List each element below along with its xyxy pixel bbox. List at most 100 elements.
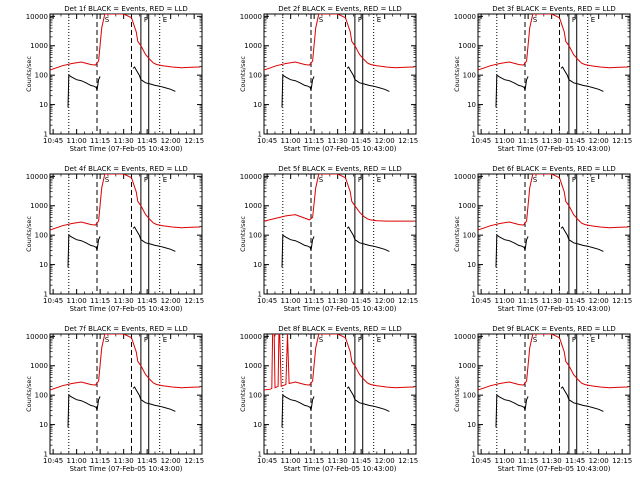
lld-series-line: [50, 334, 200, 390]
x-tick-label: 12:00: [161, 137, 181, 145]
x-tick-label: 12:00: [161, 457, 181, 465]
y-tick-label: 100: [463, 392, 476, 400]
y-tick-label: 1000: [458, 202, 476, 210]
y-tick-label: 10000: [240, 173, 262, 181]
y-tick-label: 1000: [30, 42, 48, 50]
y-axis-label: Counts/sec: [239, 56, 247, 92]
panel-1: Det 1f BLACK = Events, RED = LLD 1 10 100 10…: [25, 5, 204, 153]
lld-series-line: [478, 334, 628, 390]
events-series-line: [282, 235, 314, 267]
y-tick-label: 10000: [26, 173, 48, 181]
lld-series-line: [264, 334, 414, 390]
annotation-E: E: [163, 176, 167, 184]
lld-series-line: [478, 174, 628, 230]
series-group: [264, 14, 414, 107]
annotation-S: S: [533, 176, 538, 184]
events-series-line: [496, 75, 528, 107]
events-series-line: [282, 75, 314, 107]
annotation-S: S: [319, 16, 324, 24]
y-tick-label: 10: [39, 421, 48, 429]
series-group: [264, 334, 414, 427]
x-tick-label: 11:45: [565, 297, 585, 305]
panel-title: Det 2f BLACK = Events, RED = LLD: [278, 5, 401, 13]
y-tick-label: 100: [35, 232, 48, 240]
x-tick-label: 11:00: [495, 297, 515, 305]
x-tick-label: 11:15: [304, 137, 324, 145]
x-tick-label: 11:45: [565, 137, 585, 145]
plot-frame: [50, 14, 202, 134]
annotation-F: F: [144, 336, 148, 344]
x-tick-label: 11:30: [114, 457, 134, 465]
x-tick-label: 12:00: [161, 297, 181, 305]
y-tick-label: 10000: [240, 13, 262, 21]
x-tick-label: 12:15: [398, 297, 418, 305]
y-axis-label: Counts/sec: [25, 376, 33, 412]
events-series-line-late: [561, 227, 603, 251]
x-tick-label: 11:30: [542, 457, 562, 465]
x-tick-label: 11:00: [67, 137, 87, 145]
y-tick-label: 1000: [30, 202, 48, 210]
panel-title: Det 4f BLACK = Events, RED = LLD: [64, 165, 187, 173]
y-tick-label: 1000: [30, 362, 48, 370]
x-tick-label: 11:15: [518, 137, 538, 145]
x-tick-label: 12:15: [612, 137, 632, 145]
x-tick-label: 11:00: [281, 137, 301, 145]
series-group: [478, 334, 628, 427]
x-tick-label: 11:15: [90, 457, 110, 465]
y-tick-label: 100: [249, 232, 262, 240]
annotation-E: E: [163, 336, 167, 344]
annotation-F: F: [358, 336, 362, 344]
plot-frame: [50, 174, 202, 294]
y-tick-label: 10000: [26, 333, 48, 341]
detector-lightcurve-grid: Det 1f BLACK = Events, RED = LLD11010010…: [0, 0, 640, 480]
annotation-F: F: [358, 16, 362, 24]
x-tick-label: 12:00: [375, 297, 395, 305]
y-tick-label: 100: [249, 392, 262, 400]
annotation-E: E: [163, 16, 167, 24]
events-series-line: [496, 395, 528, 427]
events-series-line-late: [561, 387, 603, 411]
annotation-E: E: [377, 336, 381, 344]
x-axis-label: Start Time (07-Feb-05 10:43:00): [69, 305, 182, 313]
panel-title: Det 1f BLACK = Events, RED = LLD: [64, 5, 187, 13]
y-tick-label: 100: [35, 392, 48, 400]
x-tick-label: 10:45: [257, 297, 277, 305]
events-series-line: [68, 75, 100, 107]
events-series-line-late: [347, 67, 389, 91]
events-series-line-late: [133, 227, 175, 251]
x-tick-label: 11:00: [67, 457, 87, 465]
x-tick-label: 11:30: [328, 457, 348, 465]
x-tick-label: 11:15: [518, 297, 538, 305]
x-axis-label: Start Time (07-Feb-05 10:43:00): [497, 465, 610, 473]
lld-series-line: [264, 174, 414, 221]
y-tick-label: 100: [463, 232, 476, 240]
x-tick-label: 12:00: [589, 137, 609, 145]
y-tick-label: 10000: [454, 333, 476, 341]
x-tick-label: 11:45: [565, 457, 585, 465]
y-axis-label: Counts/sec: [239, 376, 247, 412]
series-group: [478, 14, 628, 107]
x-tick-label: 11:15: [90, 137, 110, 145]
annotation-S: S: [105, 336, 110, 344]
y-axis-label: Counts/sec: [453, 56, 461, 92]
x-axis-label: Start Time (07-Feb-05 10:43:00): [497, 305, 610, 313]
panel-6: Det 6f BLACK = Events, RED = LLD11010010…: [453, 165, 632, 313]
panel-title: Det 3f BLACK = Events, RED = LLD: [492, 5, 615, 13]
annotation-S: S: [319, 176, 324, 184]
y-axis-label: Counts/sec: [239, 216, 247, 252]
x-tick-label: 11:00: [495, 457, 515, 465]
x-tick-label: 12:15: [184, 297, 204, 305]
annotation-S: S: [533, 16, 538, 24]
panel-title: Det 9f BLACK = Events, RED = LLD: [492, 325, 615, 333]
x-tick-label: 11:45: [351, 137, 371, 145]
events-series-line: [496, 235, 528, 267]
annotation-E: E: [591, 176, 595, 184]
panel-title: Det 8f BLACK = Events, RED = LLD: [278, 325, 401, 333]
plot-frame: [264, 14, 416, 134]
x-tick-label: 11:30: [542, 297, 562, 305]
plot-frame: [478, 14, 630, 134]
x-tick-label: 10:45: [471, 457, 491, 465]
x-tick-label: 12:00: [375, 137, 395, 145]
series-group: [50, 334, 200, 427]
annotation-S: S: [105, 176, 110, 184]
